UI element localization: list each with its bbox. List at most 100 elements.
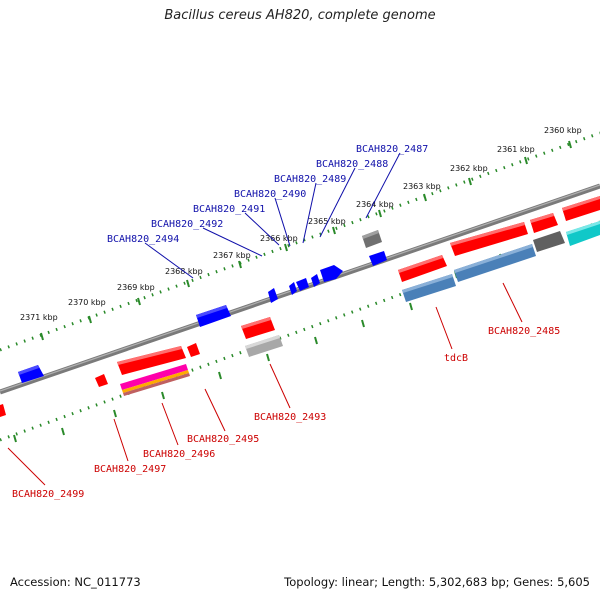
gene-feature-highlight xyxy=(398,255,443,273)
gene-feature[interactable] xyxy=(0,404,6,417)
gene-feature[interactable] xyxy=(398,255,447,282)
leader-line xyxy=(202,227,263,257)
gene-feature-highlight xyxy=(241,317,271,329)
leader-line xyxy=(7,447,46,486)
gene-label[interactable]: BCAH820_2492 xyxy=(151,219,223,230)
major-tick xyxy=(218,371,222,380)
gene-feature[interactable] xyxy=(117,346,186,375)
scale-label: 2370 kbp xyxy=(68,298,106,307)
major-tick xyxy=(524,156,528,165)
gene-feature[interactable] xyxy=(18,365,44,383)
gene-feature[interactable] xyxy=(566,221,600,246)
gene-feature-highlight xyxy=(196,305,227,318)
major-tick xyxy=(238,260,242,269)
gene-feature-highlight xyxy=(245,335,280,349)
leader-line xyxy=(161,402,179,446)
gene-feature-highlight xyxy=(530,213,554,223)
gene-label[interactable]: BCAH820_2497 xyxy=(94,464,166,475)
gene-feature-highlight xyxy=(117,346,182,365)
gene-label[interactable]: BCAH820_2495 xyxy=(187,434,259,445)
gene-feature[interactable] xyxy=(120,364,188,390)
major-tick xyxy=(186,279,190,288)
gene-feature-highlight xyxy=(566,221,600,235)
major-tick xyxy=(88,315,92,324)
top-gene-labels: BCAH820_2487 BCAH820_2488 BCAH820_2489 B… xyxy=(107,144,428,245)
leader-line xyxy=(274,197,291,247)
top-leader-lines xyxy=(144,152,401,279)
gene-feature[interactable] xyxy=(268,288,278,303)
scale-label: 2364 kbp xyxy=(356,200,394,209)
gene-feature[interactable] xyxy=(562,196,600,221)
major-tick xyxy=(314,336,318,345)
major-tick xyxy=(284,243,288,252)
scale-label: 2371 kbp xyxy=(20,313,58,322)
leader-line xyxy=(144,242,194,279)
gene-feature[interactable] xyxy=(296,278,309,291)
gene-feature[interactable] xyxy=(320,265,343,282)
major-tick xyxy=(468,177,472,186)
genome-summary-text: Topology: linear; Length: 5,302,683 bp; … xyxy=(284,575,590,589)
gene-feature-highlight xyxy=(402,274,453,293)
gene-feature[interactable] xyxy=(187,343,200,357)
gene-label[interactable]: BCAH820_2494 xyxy=(107,234,179,245)
accession-text: Accession: NC_011773 xyxy=(10,575,141,589)
scale-label: 2363 kbp xyxy=(403,182,441,191)
leader-line xyxy=(435,306,453,350)
major-tick xyxy=(361,319,365,328)
scale-label: 2365 kbp xyxy=(308,217,346,226)
major-tick xyxy=(378,209,382,218)
leader-line xyxy=(269,363,291,409)
gene-label[interactable]: BCAH820_2490 xyxy=(234,189,306,200)
gene-feature[interactable] xyxy=(123,373,190,396)
lower-gene-track xyxy=(0,196,600,417)
major-tick xyxy=(266,353,270,362)
gene-label[interactable]: tdcB xyxy=(444,353,468,364)
scale-label: 2366 kbp xyxy=(260,234,298,243)
gene-feature[interactable] xyxy=(95,374,108,387)
major-tick xyxy=(332,226,336,235)
gene-feature[interactable] xyxy=(533,231,565,252)
gene-feature[interactable] xyxy=(402,274,456,302)
upper-gene-track xyxy=(18,230,387,383)
gene-feature[interactable] xyxy=(369,251,387,266)
scale-label: 2361 kbp xyxy=(497,145,535,154)
gene-label[interactable]: BCAH820_2493 xyxy=(254,412,326,423)
major-tick xyxy=(568,140,572,149)
major-tick xyxy=(113,409,117,418)
leader-line xyxy=(502,282,523,323)
major-tick xyxy=(137,297,141,306)
gene-feature[interactable] xyxy=(454,244,536,282)
gene-label[interactable]: BCAH820_2488 xyxy=(316,159,388,170)
bottom-gene-labels: BCAH820_2485 tdcB BCAH820_2493 BCAH820_2… xyxy=(12,326,560,500)
scale-label: 2360 kbp xyxy=(544,126,582,135)
gene-label[interactable]: BCAH820_2499 xyxy=(12,489,84,500)
major-tick xyxy=(161,391,165,400)
gene-feature-highlight xyxy=(562,196,600,211)
gene-feature-highlight xyxy=(18,365,39,375)
major-tick xyxy=(423,193,427,202)
bottom-leader-lines xyxy=(7,282,523,486)
upper-major-ticks xyxy=(40,140,572,341)
gene-feature[interactable] xyxy=(289,282,297,295)
gene-label[interactable]: BCAH820_2485 xyxy=(488,326,560,337)
gene-label[interactable]: BCAH820_2491 xyxy=(193,204,265,215)
scale-label: 2362 kbp xyxy=(450,164,488,173)
gene-feature[interactable] xyxy=(450,222,528,256)
genome-title: Bacillus cereus AH820, complete genome xyxy=(164,8,436,23)
leader-line xyxy=(113,418,129,462)
gene-feature[interactable] xyxy=(196,305,231,327)
gene-label[interactable]: BCAH820_2489 xyxy=(274,174,346,185)
gene-feature[interactable] xyxy=(245,335,283,357)
gene-label[interactable]: BCAH820_2487 xyxy=(356,144,428,155)
gene-feature[interactable] xyxy=(311,274,320,287)
leader-line xyxy=(319,167,356,238)
gene-feature-highlight xyxy=(450,222,525,246)
major-tick xyxy=(13,434,17,443)
gene-feature[interactable] xyxy=(122,370,189,393)
leader-line xyxy=(365,152,401,219)
gene-feature[interactable] xyxy=(241,317,275,339)
leader-line xyxy=(244,212,280,246)
gene-label[interactable]: BCAH820_2496 xyxy=(143,449,215,460)
